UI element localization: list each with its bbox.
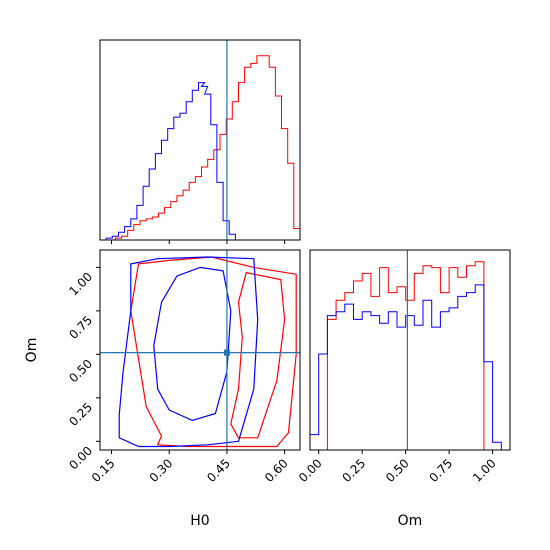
contour-red-inner [230, 272, 286, 439]
joint-frame [99, 249, 301, 451]
om-hist-series-0 [318, 261, 493, 451]
joint-x-tick-label: 0.15 [89, 456, 118, 485]
contour-blue-inner [153, 266, 232, 421]
om-marginal-frame [309, 249, 511, 451]
om-x-tick-label: 0.25 [340, 456, 369, 485]
h0-hist-series-0 [109, 55, 300, 241]
om-x-tick-label: 1.00 [470, 456, 499, 485]
joint-x-tick-label: 0.60 [262, 456, 291, 485]
joint-x-tick-label: 0.30 [147, 456, 176, 485]
joint-y-tick-label: 1.00 [66, 270, 95, 299]
joint-y-tick-label: 0.75 [66, 313, 95, 342]
h0-marginal-frame [99, 39, 301, 241]
joint-y-tick-label: 0.50 [66, 357, 95, 386]
joint-y-tick-label: 0.25 [66, 400, 95, 429]
om-marginal-panel: 0.00 0.25 0.50 0.75 1.00 Om [296, 249, 511, 529]
joint-truth-marker [223, 349, 230, 356]
joint-panel: 0.15 0.30 0.45 0.60 0.00 0.25 0.50 0.75 1.00 H0… [24, 249, 301, 529]
contour-blue-outer [118, 256, 259, 448]
om-x-tick-label: 0.50 [383, 456, 412, 485]
contour-red-outer [130, 256, 297, 448]
x-axis-title-h0: H0 [190, 513, 209, 529]
y-axis-title-om: Om [24, 338, 40, 363]
joint-x-tick-label: 0.45 [204, 456, 233, 485]
om-x-tick-label: 0.00 [296, 456, 325, 485]
h0-hist-series-1 [100, 82, 242, 241]
om-x-tick-label: 0.75 [426, 456, 455, 485]
om-hist-series-1 [310, 284, 510, 451]
h0-marginal-panel [99, 39, 301, 244]
x-axis-title-om: Om [398, 513, 423, 529]
joint-y-tick-label: 0.00 [66, 444, 95, 473]
